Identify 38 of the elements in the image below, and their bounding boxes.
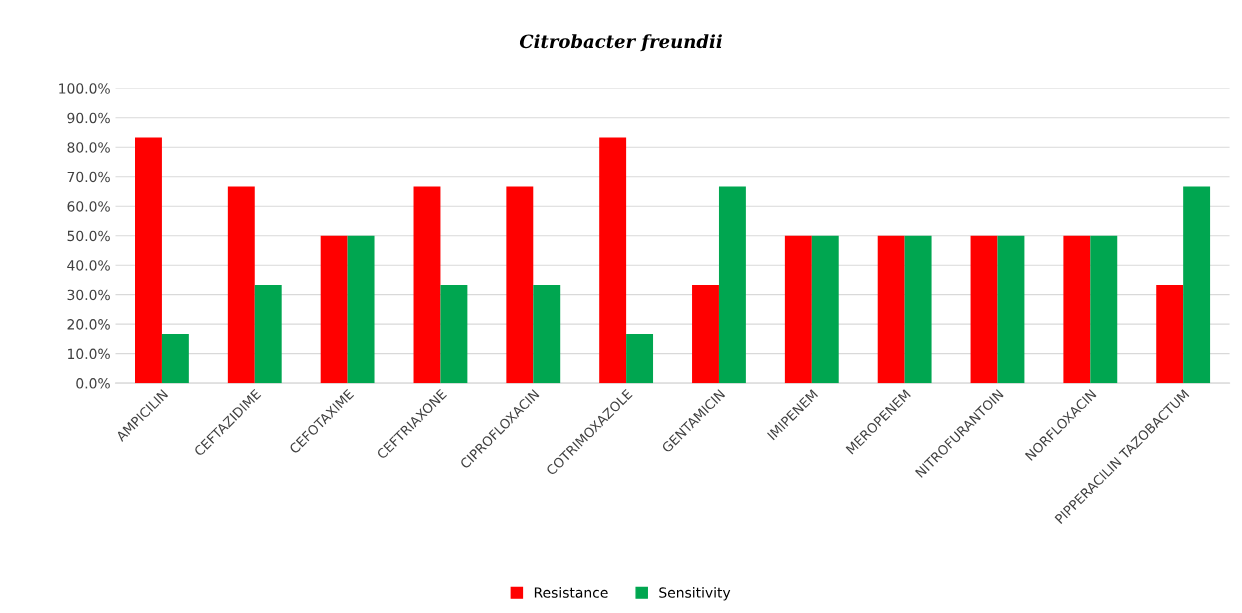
bar <box>413 186 441 384</box>
bar <box>506 186 534 384</box>
bar <box>811 235 839 384</box>
y-tick-label: 20.0% <box>67 319 110 330</box>
y-tick-label: 100.0% <box>59 83 110 94</box>
y-tick-label: 80.0% <box>67 142 110 153</box>
bar <box>877 235 905 384</box>
legend-label: Resistance <box>534 587 608 598</box>
bar <box>1090 235 1118 384</box>
bar <box>347 235 375 384</box>
y-tick-label: 40.0% <box>67 260 110 271</box>
y-tick-label: 50.0% <box>67 230 110 242</box>
bar <box>1063 235 1091 384</box>
y-tick-label: 0.0% <box>76 378 110 389</box>
chart-title: Citrobacter freundii <box>519 34 722 52</box>
legend-label: Sensitivity <box>659 587 731 601</box>
bar <box>626 333 654 384</box>
y-tick-label: 90.0% <box>67 112 110 124</box>
bar <box>1156 284 1184 384</box>
bar <box>1183 186 1211 384</box>
bar <box>718 186 746 384</box>
bar <box>320 235 348 384</box>
bar <box>692 284 719 384</box>
bar <box>997 235 1025 384</box>
y-tick-label: 30.0% <box>67 289 110 301</box>
y-tick-label: 10.0% <box>68 348 110 360</box>
y-tick-label: 60.0% <box>67 201 110 212</box>
y-tick-label: 70.0% <box>67 171 110 183</box>
bar <box>599 137 627 384</box>
bar <box>254 284 282 384</box>
bar <box>533 284 561 384</box>
bar <box>135 137 162 384</box>
bar <box>161 333 189 384</box>
bar <box>227 186 255 384</box>
bar <box>970 235 998 384</box>
bar <box>904 235 932 384</box>
bar <box>440 284 468 384</box>
bar <box>784 235 812 384</box>
